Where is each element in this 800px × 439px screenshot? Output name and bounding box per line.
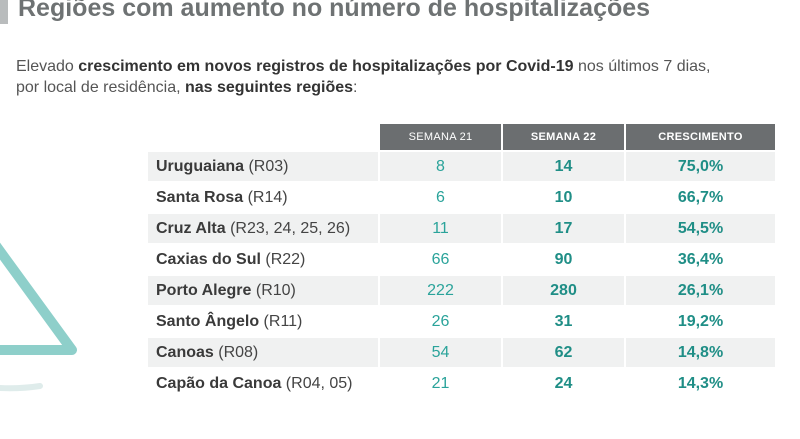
growth-value: 26,1%	[626, 276, 775, 305]
week-21-value: 66	[380, 245, 501, 274]
week-22-value: 90	[503, 245, 624, 274]
region-cell: Santo Ângelo (R11)	[148, 307, 378, 336]
region-cell: Canoas (R08)	[148, 338, 378, 367]
region-code: (R22)	[260, 250, 306, 268]
growth-value: 66,7%	[626, 183, 775, 212]
header-blank-cell	[148, 124, 378, 150]
region-name: Santo Ângelo	[156, 312, 260, 330]
region-cell: Uruguaiana (R03)	[148, 152, 378, 181]
week-21-value: 54	[380, 338, 501, 367]
region-name: Caxias do Sul	[156, 250, 261, 268]
header-semana-21: SEMANA 21	[380, 124, 501, 150]
header-crescimento: CRESCIMENTO	[626, 124, 775, 150]
region-name: Uruguaiana	[156, 157, 245, 175]
region-code: (R04, 05)	[281, 374, 353, 392]
triangle-shadow	[0, 383, 43, 392]
week-21-value: 21	[380, 369, 501, 398]
table-row: Cruz Alta (R23, 24, 25, 26) 11 17 54,5%	[148, 214, 775, 243]
growth-value: 14,8%	[626, 338, 775, 367]
growth-value: 75,0%	[626, 152, 775, 181]
table-row: Santa Rosa (R14) 6 10 66,7%	[148, 183, 775, 212]
header-semana-22: SEMANA 22	[503, 124, 624, 150]
region-code: (R10)	[251, 281, 296, 299]
table-row: Porto Alegre (R10) 222 280 26,1%	[148, 276, 775, 305]
region-name: Capão da Canoa	[156, 374, 282, 392]
region-code: (R03)	[244, 157, 289, 175]
week-21-value: 26	[380, 307, 501, 336]
region-cell: Santa Rosa (R14)	[148, 183, 378, 212]
region-name: Canoas	[156, 343, 214, 361]
week-21-value: 6	[380, 183, 501, 212]
region-cell: Cruz Alta (R23, 24, 25, 26)	[148, 214, 378, 243]
intro-part1: Elevado	[16, 58, 79, 75]
week-21-value: 11	[380, 214, 501, 243]
region-code: (R08)	[213, 343, 259, 361]
intro-part2: nos últimos 7 dias,	[573, 58, 711, 75]
region-name: Santa Rosa	[156, 188, 244, 206]
week-21-value: 8	[380, 152, 501, 181]
triangle-outline	[0, 242, 77, 355]
table-row: Canoas (R08) 54 62 14,8%	[148, 338, 775, 367]
intro-text: Elevado crescimento em novos registros d…	[16, 56, 796, 98]
region-code: (R14)	[243, 188, 288, 206]
intro-bold1: crescimento em novos registros de hospit…	[78, 58, 574, 75]
intro-part3: por local de residência,	[16, 79, 185, 96]
growth-value: 54,5%	[626, 214, 775, 243]
region-cell: Caxias do Sul (R22)	[148, 245, 378, 274]
intro-bold2: nas seguintes regiões	[184, 79, 354, 96]
growth-value: 14,3%	[626, 369, 775, 398]
growth-value: 36,4%	[626, 245, 775, 274]
table-row: Uruguaiana (R03) 8 14 75,0%	[148, 152, 775, 181]
table-row: Capão da Canoa (R04, 05) 21 24 14,3%	[148, 369, 775, 398]
week-22-value: 10	[503, 183, 624, 212]
growth-value: 19,2%	[626, 307, 775, 336]
region-name: Porto Alegre	[156, 281, 252, 299]
week-22-value: 280	[503, 276, 624, 305]
table-row: Santo Ângelo (R11) 26 31 19,2%	[148, 307, 775, 336]
region-code: (R11)	[259, 312, 303, 330]
week-22-value: 24	[503, 369, 624, 398]
intro-part4: :	[353, 79, 358, 96]
hospitalizations-table: SEMANA 21 SEMANA 22 CRESCIMENTO Uruguaia…	[146, 122, 777, 400]
week-22-value: 14	[503, 152, 624, 181]
region-name: Cruz Alta	[156, 219, 226, 237]
week-22-value: 31	[503, 307, 624, 336]
region-cell: Porto Alegre (R10)	[148, 276, 378, 305]
title-accent-bar	[0, 0, 8, 24]
page-title: Regiões com aumento no número de hospita…	[18, 0, 651, 22]
region-code: (R23, 24, 25, 26)	[225, 219, 351, 237]
week-21-value: 222	[380, 276, 501, 305]
region-cell: Capão da Canoa (R04, 05)	[148, 369, 378, 398]
week-22-value: 17	[503, 214, 624, 243]
table-header-row: SEMANA 21 SEMANA 22 CRESCIMENTO	[148, 124, 775, 150]
week-22-value: 62	[503, 338, 624, 367]
decorative-triangle	[0, 242, 77, 392]
table-row: Caxias do Sul (R22) 66 90 36,4%	[148, 245, 775, 274]
